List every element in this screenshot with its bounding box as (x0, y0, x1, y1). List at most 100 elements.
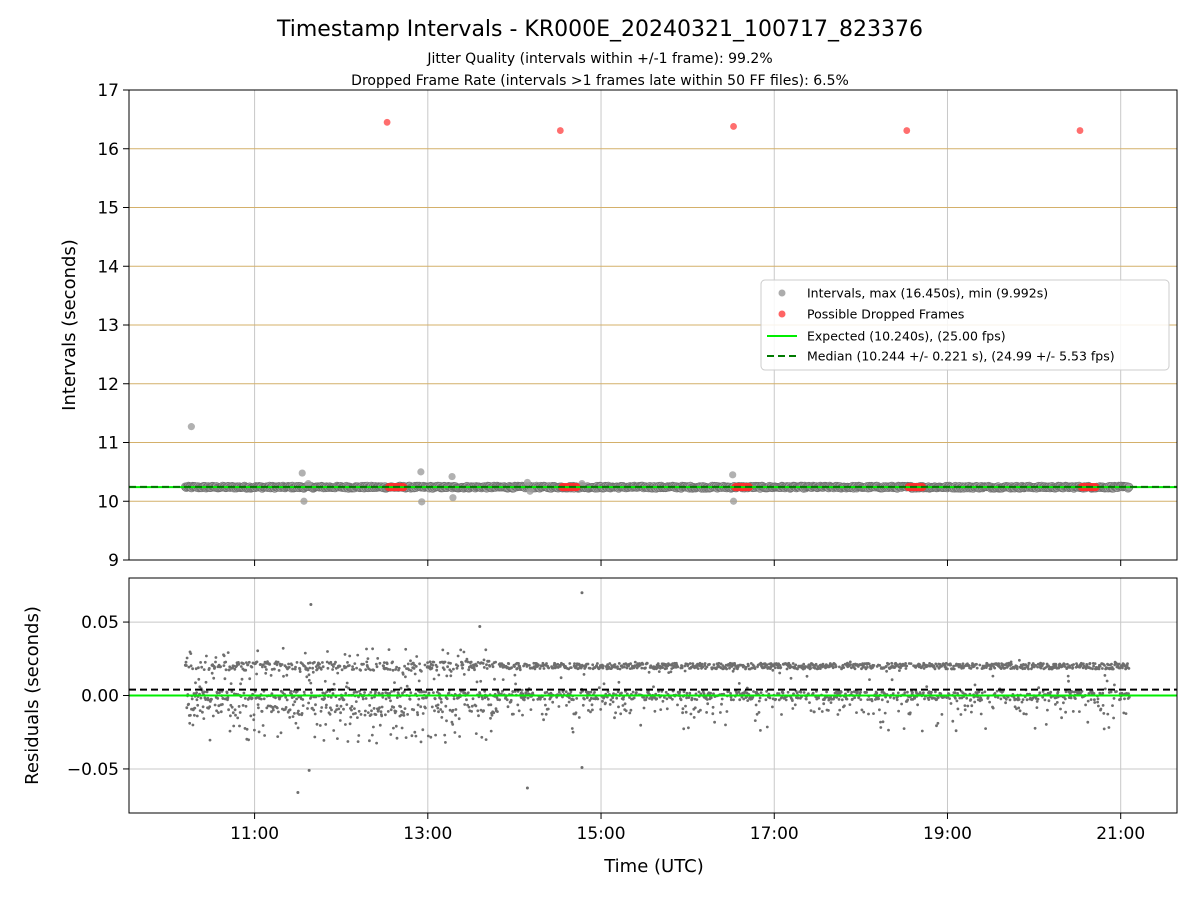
residual-point (344, 723, 347, 726)
residual-point (848, 703, 852, 706)
residual-point (699, 692, 703, 696)
residual-point (301, 698, 305, 701)
residual-point (297, 709, 300, 713)
residual-point (336, 737, 339, 740)
residual-point (259, 697, 263, 701)
residual-point (850, 666, 853, 670)
residual-point (294, 721, 298, 725)
residual-point (288, 716, 292, 719)
residual-point (329, 706, 332, 710)
residual-point (823, 696, 827, 700)
residual-point (827, 709, 830, 712)
residual-point (831, 666, 835, 670)
residual-point (352, 667, 356, 671)
residual-point (805, 674, 809, 678)
residual-point (441, 648, 445, 652)
residual-point (462, 650, 466, 654)
residual-point (187, 702, 191, 706)
residual-point (1066, 662, 1069, 666)
residual-point (896, 691, 900, 695)
residual-point (596, 697, 600, 701)
residual-point (294, 665, 297, 669)
residual-point (332, 665, 335, 668)
residual-point (542, 718, 545, 722)
residual-point (395, 736, 399, 740)
residual-point (513, 665, 516, 668)
residual-point (904, 662, 907, 665)
residual-point (389, 699, 392, 703)
residual-point (191, 723, 195, 727)
residual-point (184, 660, 188, 664)
residual-point (198, 685, 202, 689)
residual-point (218, 691, 221, 695)
residual-point (331, 692, 335, 695)
residual-point (1046, 708, 1049, 712)
residual-point (1127, 692, 1130, 695)
residual-point (608, 662, 612, 665)
residual-point (227, 668, 231, 672)
residual-point (886, 700, 890, 704)
residual-point (1013, 705, 1017, 709)
residual-point (765, 725, 769, 729)
residual-point (895, 698, 899, 702)
residual-point (747, 664, 750, 668)
residual-point (231, 711, 235, 715)
residual-point (281, 646, 285, 650)
residual-point (219, 665, 223, 668)
residual-point (588, 699, 592, 702)
residual-point (678, 690, 682, 694)
residual-point (1074, 697, 1077, 700)
residual-point (321, 661, 324, 664)
residual-point (1126, 662, 1129, 665)
legend-dropped-marker (778, 310, 786, 318)
residual-point (479, 679, 483, 683)
residual-point (516, 667, 519, 670)
residual-point (426, 661, 429, 664)
residual-point (225, 691, 229, 695)
residual-point (202, 668, 206, 671)
residual-point (325, 660, 329, 664)
residual-point (414, 665, 418, 668)
residual-point (344, 691, 348, 695)
residual-point (906, 698, 910, 702)
residual-point (993, 666, 997, 670)
residual-point (656, 666, 660, 669)
residual-point (902, 727, 906, 730)
residual-point (203, 690, 207, 694)
residual-point (330, 663, 334, 666)
residual-point (542, 667, 546, 670)
x-axis-label: Time (UTC) (603, 856, 704, 877)
residual-point (975, 662, 978, 666)
y-tick-label: 12 (97, 375, 119, 395)
residual-point (868, 678, 871, 681)
residual-point (952, 664, 955, 668)
residual-point (1111, 667, 1115, 671)
residual-point (1036, 665, 1039, 669)
residual-point (489, 729, 493, 733)
residual-point (872, 664, 876, 667)
residual-point (480, 735, 484, 739)
residual-point (298, 670, 302, 673)
residual-point (227, 708, 231, 712)
residual-point (751, 696, 755, 699)
residual-point (1060, 716, 1063, 720)
residual-point (205, 654, 208, 658)
residual-point (313, 735, 317, 739)
residual-point (596, 662, 599, 665)
residual-point (319, 667, 323, 671)
residual-point (487, 659, 491, 663)
residual-point (819, 667, 822, 670)
residual-point (1023, 667, 1027, 670)
residual-point (274, 696, 277, 700)
residual-point (485, 667, 489, 670)
residual-point (473, 668, 476, 672)
residual-point (312, 708, 316, 712)
residual-point (491, 665, 495, 669)
residual-point (449, 674, 453, 678)
residual-point (222, 654, 226, 658)
residual-point (348, 654, 352, 658)
residual-point (659, 708, 663, 711)
residual-point (689, 712, 693, 716)
residual-point (946, 667, 949, 671)
residual-point (1098, 664, 1102, 668)
